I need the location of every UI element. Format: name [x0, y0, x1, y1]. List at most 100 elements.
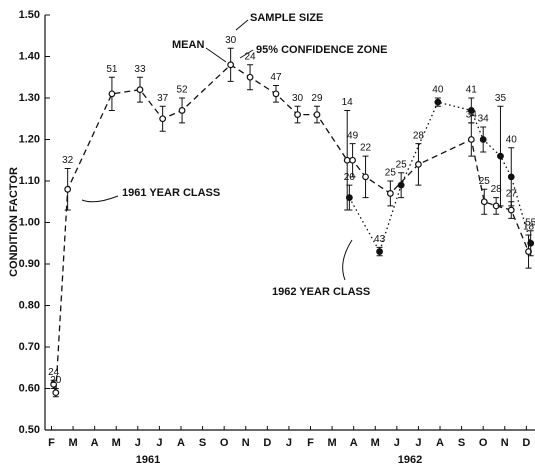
x-tick-label: J	[156, 437, 162, 449]
x-tick-label: M	[328, 437, 337, 449]
y-tick-label: 0.90	[19, 258, 40, 270]
arrow	[342, 239, 353, 281]
point	[52, 389, 60, 397]
sample-size: 25	[396, 159, 408, 170]
sample-size: 18	[523, 222, 535, 233]
sample-size: 25	[385, 168, 397, 179]
point	[362, 173, 369, 181]
y-tick-label: 1.20	[19, 133, 40, 145]
x-tick-label: M	[68, 437, 77, 449]
x-tick-label: J	[135, 437, 141, 449]
x-tick-label: F	[48, 437, 55, 449]
arrow	[239, 49, 254, 59]
series-label: 1962 YEAR CLASS	[272, 286, 370, 298]
year-label: 1961	[136, 454, 160, 466]
arrow	[205, 47, 227, 63]
x-tick-label: D	[263, 437, 271, 449]
x-tick-label: D	[522, 437, 530, 449]
point	[178, 107, 186, 114]
point	[246, 73, 254, 81]
y-tick-label: 0.50	[19, 424, 40, 436]
point	[345, 194, 353, 202]
y-tick-label: 1.30	[19, 92, 40, 104]
x-tick-label: O	[479, 437, 488, 449]
y-tick-label: 0.70	[19, 341, 40, 353]
point	[480, 198, 488, 206]
x-tick-label: J	[394, 437, 400, 449]
point	[397, 181, 405, 189]
point	[497, 152, 504, 160]
point	[313, 111, 321, 118]
annotation-arrows	[81, 19, 353, 281]
y-tick-label: 1.00	[19, 216, 40, 228]
sample-size: 35	[495, 93, 507, 104]
point	[376, 248, 383, 255]
x-tick-label: S	[458, 437, 465, 449]
sample-size: 51	[106, 64, 118, 75]
point	[525, 248, 532, 255]
series-line	[348, 101, 532, 254]
sample-size: 32	[62, 155, 74, 166]
sample-size: 49	[347, 130, 359, 141]
x-tick-label: A	[177, 437, 185, 449]
point	[272, 90, 280, 98]
point	[227, 61, 235, 69]
x-tick-label: A	[91, 437, 99, 449]
point	[294, 111, 301, 118]
x-tick-label: S	[199, 437, 206, 449]
sample-size: 34	[478, 114, 490, 125]
sample-size: 33	[134, 64, 146, 75]
point	[527, 239, 535, 247]
sample-size: 20	[50, 375, 62, 386]
series-label: 1961 YEAR CLASS	[122, 187, 220, 199]
sample-size: 52	[177, 85, 189, 96]
point	[136, 86, 144, 94]
annotation: SAMPLE SIZE	[250, 12, 323, 24]
point	[507, 173, 515, 181]
x-tick-label: N	[242, 437, 250, 449]
sample-size: 47	[270, 72, 282, 83]
series-line	[53, 63, 530, 393]
point	[108, 90, 116, 98]
y-axis-label: CONDITION FACTOR	[8, 167, 20, 277]
x-tick-label: J	[415, 437, 421, 449]
arrow	[81, 195, 119, 203]
point	[467, 107, 475, 114]
x-tick-label: N	[501, 437, 509, 449]
x-tick-label: F	[307, 437, 314, 449]
sample-size: 29	[311, 93, 323, 104]
point	[159, 115, 167, 123]
sample-size: 55	[525, 217, 535, 228]
sample-size: 43	[374, 234, 386, 245]
point	[343, 156, 351, 164]
point	[349, 156, 356, 164]
x-tick-label: A	[350, 437, 358, 449]
arrow	[235, 19, 249, 31]
sample-size: 28	[491, 184, 503, 195]
sample-size: 37	[157, 93, 169, 104]
point	[386, 190, 394, 197]
y-tick-label: 1.50	[19, 9, 40, 21]
sample-size: 25	[479, 176, 491, 187]
sample-size: 22	[360, 143, 372, 154]
x-tick-label: A	[436, 437, 444, 449]
year-label: 1962	[398, 454, 422, 466]
point	[434, 98, 442, 106]
x-tick-label: M	[112, 437, 121, 449]
point	[467, 136, 475, 143]
sample-size: 40	[432, 85, 444, 96]
sample-size: 20	[344, 172, 356, 183]
point	[50, 380, 58, 388]
x-tick-label: J	[286, 437, 292, 449]
sample-size: 41	[466, 85, 478, 96]
sample-size: 14	[342, 97, 354, 108]
sample-size: 24	[48, 367, 60, 378]
point	[415, 160, 422, 168]
x-tick-label: O	[220, 437, 229, 449]
point	[507, 206, 515, 214]
y-tick-label: 1.40	[19, 50, 40, 62]
sample-size: 30	[225, 35, 237, 46]
annotation: 95% CONFIDENCE ZONE	[256, 44, 387, 56]
